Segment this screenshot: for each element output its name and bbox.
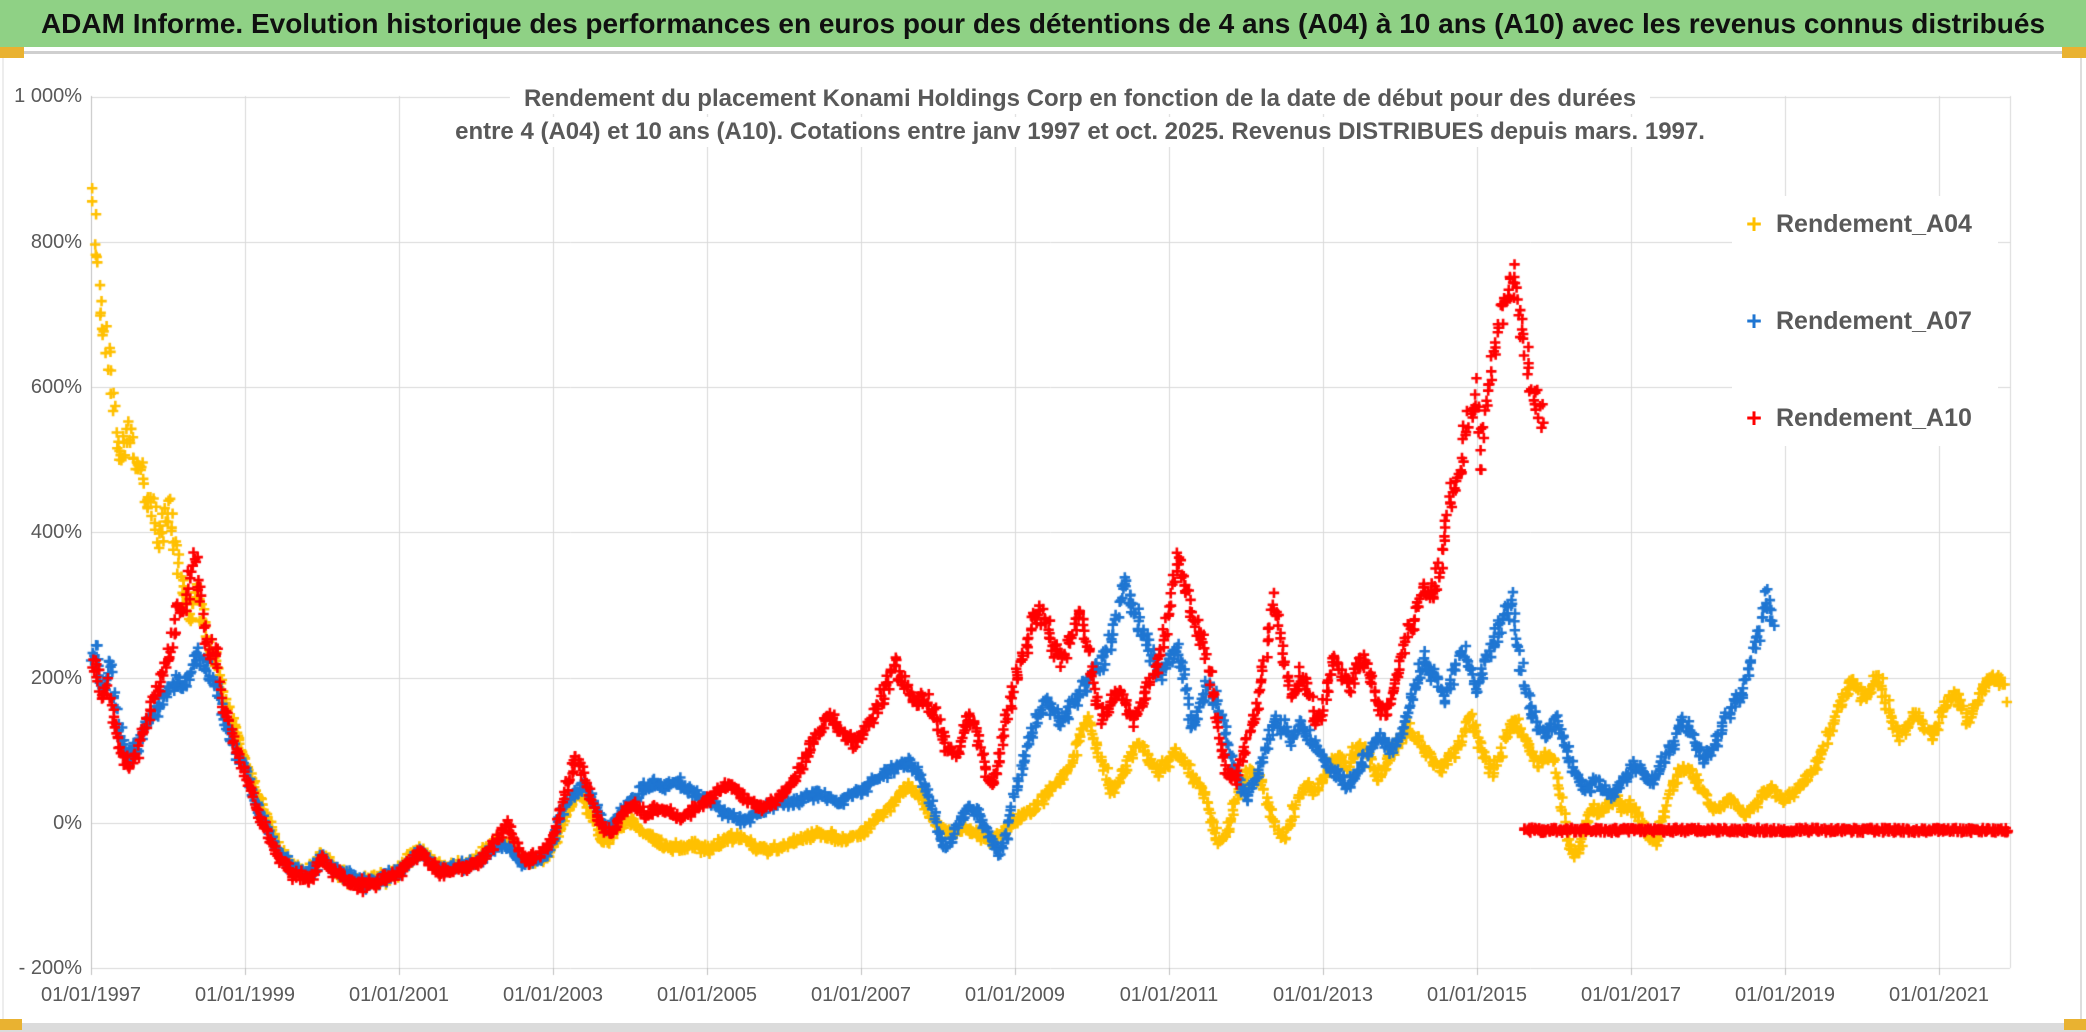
x-tick-2021: 01/01/2021 (1888, 984, 1990, 1006)
x-tick-2019: 01/01/2019 (1734, 984, 1836, 1006)
x-tick-2005: 01/01/2005 (656, 984, 758, 1006)
legend-label: Rendement_A10 (1776, 403, 1972, 432)
corner-mark-bottom-left (0, 1019, 22, 1030)
x-tick-2013: 01/01/2013 (1272, 984, 1374, 1006)
y-tick-600: 600% (30, 376, 82, 398)
x-tick-2011: 01/01/2011 (1119, 984, 1219, 1006)
legend-item-a07[interactable]: + Rendement_A07 (1732, 299, 1998, 343)
x-tick-1997: 01/01/1997 (40, 984, 142, 1006)
y-tick-neg200: - 200% (18, 957, 82, 979)
y-tick-0: 0% (53, 812, 82, 834)
x-tick-2009: 01/01/2009 (964, 984, 1066, 1006)
x-tick-1999: 01/01/1999 (194, 984, 296, 1006)
plus-marker-icon: + (1746, 306, 1762, 336)
y-tick-200: 200% (30, 667, 82, 689)
legend-label: Rendement_A07 (1776, 306, 1972, 335)
chart-title-line2: entre 4 (A04) et 10 ans (A10). Cotations… (441, 117, 1719, 147)
corner-mark-top-right (2062, 47, 2086, 58)
legend-item-a04[interactable]: + Rendement_A04 (1732, 202, 1998, 246)
x-tick-2003: 01/01/2003 (502, 984, 604, 1006)
x-tick-2007: 01/01/2007 (810, 984, 912, 1006)
x-tick-2015: 01/01/2015 (1426, 984, 1528, 1006)
plus-marker-icon: + (1746, 403, 1762, 433)
x-tick-2001: 01/01/2001 (348, 984, 450, 1006)
corner-mark-bottom-right (2064, 1019, 2086, 1030)
legend: + Rendement_A04 + Rendement_A07 + Rendem… (1732, 196, 1998, 446)
y-tick-1000: 1 000% (14, 85, 82, 107)
y-tick-800: 800% (30, 231, 82, 253)
legend-label: Rendement_A04 (1776, 209, 1972, 238)
plus-marker-icon: + (1746, 209, 1762, 239)
corner-mark-top-left (0, 47, 24, 58)
x-tick-2017: 01/01/2017 (1580, 984, 1682, 1006)
legend-item-a10[interactable]: + Rendement_A10 (1732, 396, 1998, 440)
chart-title-line1: Rendement du placement Konami Holdings C… (509, 84, 1651, 114)
y-tick-400: 400% (30, 521, 82, 543)
